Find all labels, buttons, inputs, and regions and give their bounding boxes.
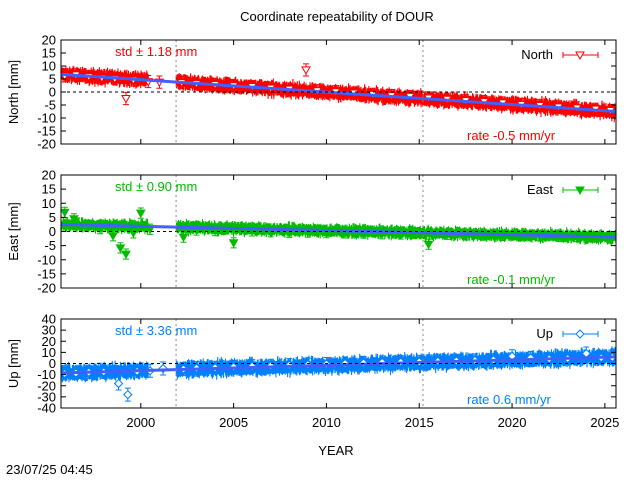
y-tick-label: 10: [42, 59, 56, 74]
data-point: [178, 231, 189, 243]
trend-line: [61, 222, 616, 239]
x-tick-label: 2015: [405, 415, 434, 430]
y-tick-label: -10: [37, 252, 56, 267]
data-point: [123, 387, 133, 402]
legend-label: North: [521, 47, 553, 62]
panel-up-series: [61, 346, 616, 402]
legend-label: Up: [536, 326, 553, 341]
y-tick-label: 20: [42, 334, 56, 349]
legend-marker: [575, 329, 585, 339]
y-tick-label: -15: [37, 124, 56, 139]
x-tick-label: 2020: [498, 415, 527, 430]
chart-title: Coordinate repeatability of DOUR: [240, 9, 434, 24]
rate-label: rate -0.5 mm/yr: [467, 128, 556, 143]
data-point: [301, 63, 311, 77]
y-tick-label: -20: [37, 281, 56, 296]
y-tick-label: 15: [42, 182, 56, 197]
y-tick-label: -20: [37, 137, 56, 152]
legend-north: North: [521, 47, 599, 62]
y-tick-label: -30: [37, 389, 56, 404]
x-tick-label: 2010: [312, 415, 341, 430]
data-point: [135, 207, 146, 219]
y-tick-label: 20: [42, 33, 56, 48]
y-tick-label: 40: [42, 312, 56, 327]
data-point: [113, 376, 124, 391]
x-tick-label: 2000: [126, 415, 155, 430]
y-axis-label: Up [mm]: [6, 339, 21, 388]
data-point: [115, 242, 126, 254]
std-label: std ± 0.90 mm: [115, 179, 197, 194]
panel-north-series: [61, 63, 616, 123]
data-point: [61, 206, 70, 218]
y-tick-label: -40: [37, 401, 56, 416]
y-tick-label: 0: [49, 224, 56, 239]
y-tick-label: 15: [42, 46, 56, 61]
trend-line: [61, 355, 616, 375]
trend-line: [61, 72, 616, 113]
y-tick-label: -15: [37, 266, 56, 281]
y-tick-label: -10: [37, 367, 56, 382]
y-tick-label: 10: [42, 196, 56, 211]
y-tick-label: 10: [42, 345, 56, 360]
legend-up: Up: [536, 326, 599, 341]
std-label: std ± 3.36 mm: [115, 323, 197, 338]
y-tick-label: 20: [42, 168, 56, 183]
legend-label: East: [527, 182, 553, 197]
legend-marker: [575, 186, 585, 196]
y-tick-label: -10: [37, 111, 56, 126]
y-tick-label: 30: [42, 323, 56, 338]
legend-east: East: [527, 182, 599, 197]
data-point: [121, 91, 131, 106]
y-tick-label: -5: [44, 238, 56, 253]
data-point: [69, 213, 79, 225]
data-point: [121, 248, 131, 260]
rate-label: rate 0.6 mm/yr: [467, 392, 551, 407]
data-point: [108, 230, 118, 242]
rate-label: rate -0.1 mm/yr: [467, 272, 556, 287]
data-point: [423, 238, 434, 250]
y-tick-label: 5: [49, 210, 56, 225]
y-axis-label: North [mm]: [6, 60, 21, 124]
std-label: std ± 1.18 mm: [115, 44, 197, 59]
y-tick-label: 0: [49, 85, 56, 100]
y-tick-label: -5: [44, 98, 56, 113]
y-tick-label: 0: [49, 356, 56, 371]
x-axis-label: YEAR: [318, 443, 353, 458]
y-tick-label: -20: [37, 378, 56, 393]
x-tick-label: 2005: [219, 415, 248, 430]
y-axis-label: East [mm]: [6, 202, 21, 261]
x-tick-label: 2025: [590, 415, 619, 430]
data-point: [228, 237, 239, 249]
timestamp: 23/07/25 04:45: [6, 462, 93, 477]
y-tick-label: 5: [49, 72, 56, 87]
legend-marker: [575, 51, 585, 61]
panel-east-series: [61, 206, 616, 260]
